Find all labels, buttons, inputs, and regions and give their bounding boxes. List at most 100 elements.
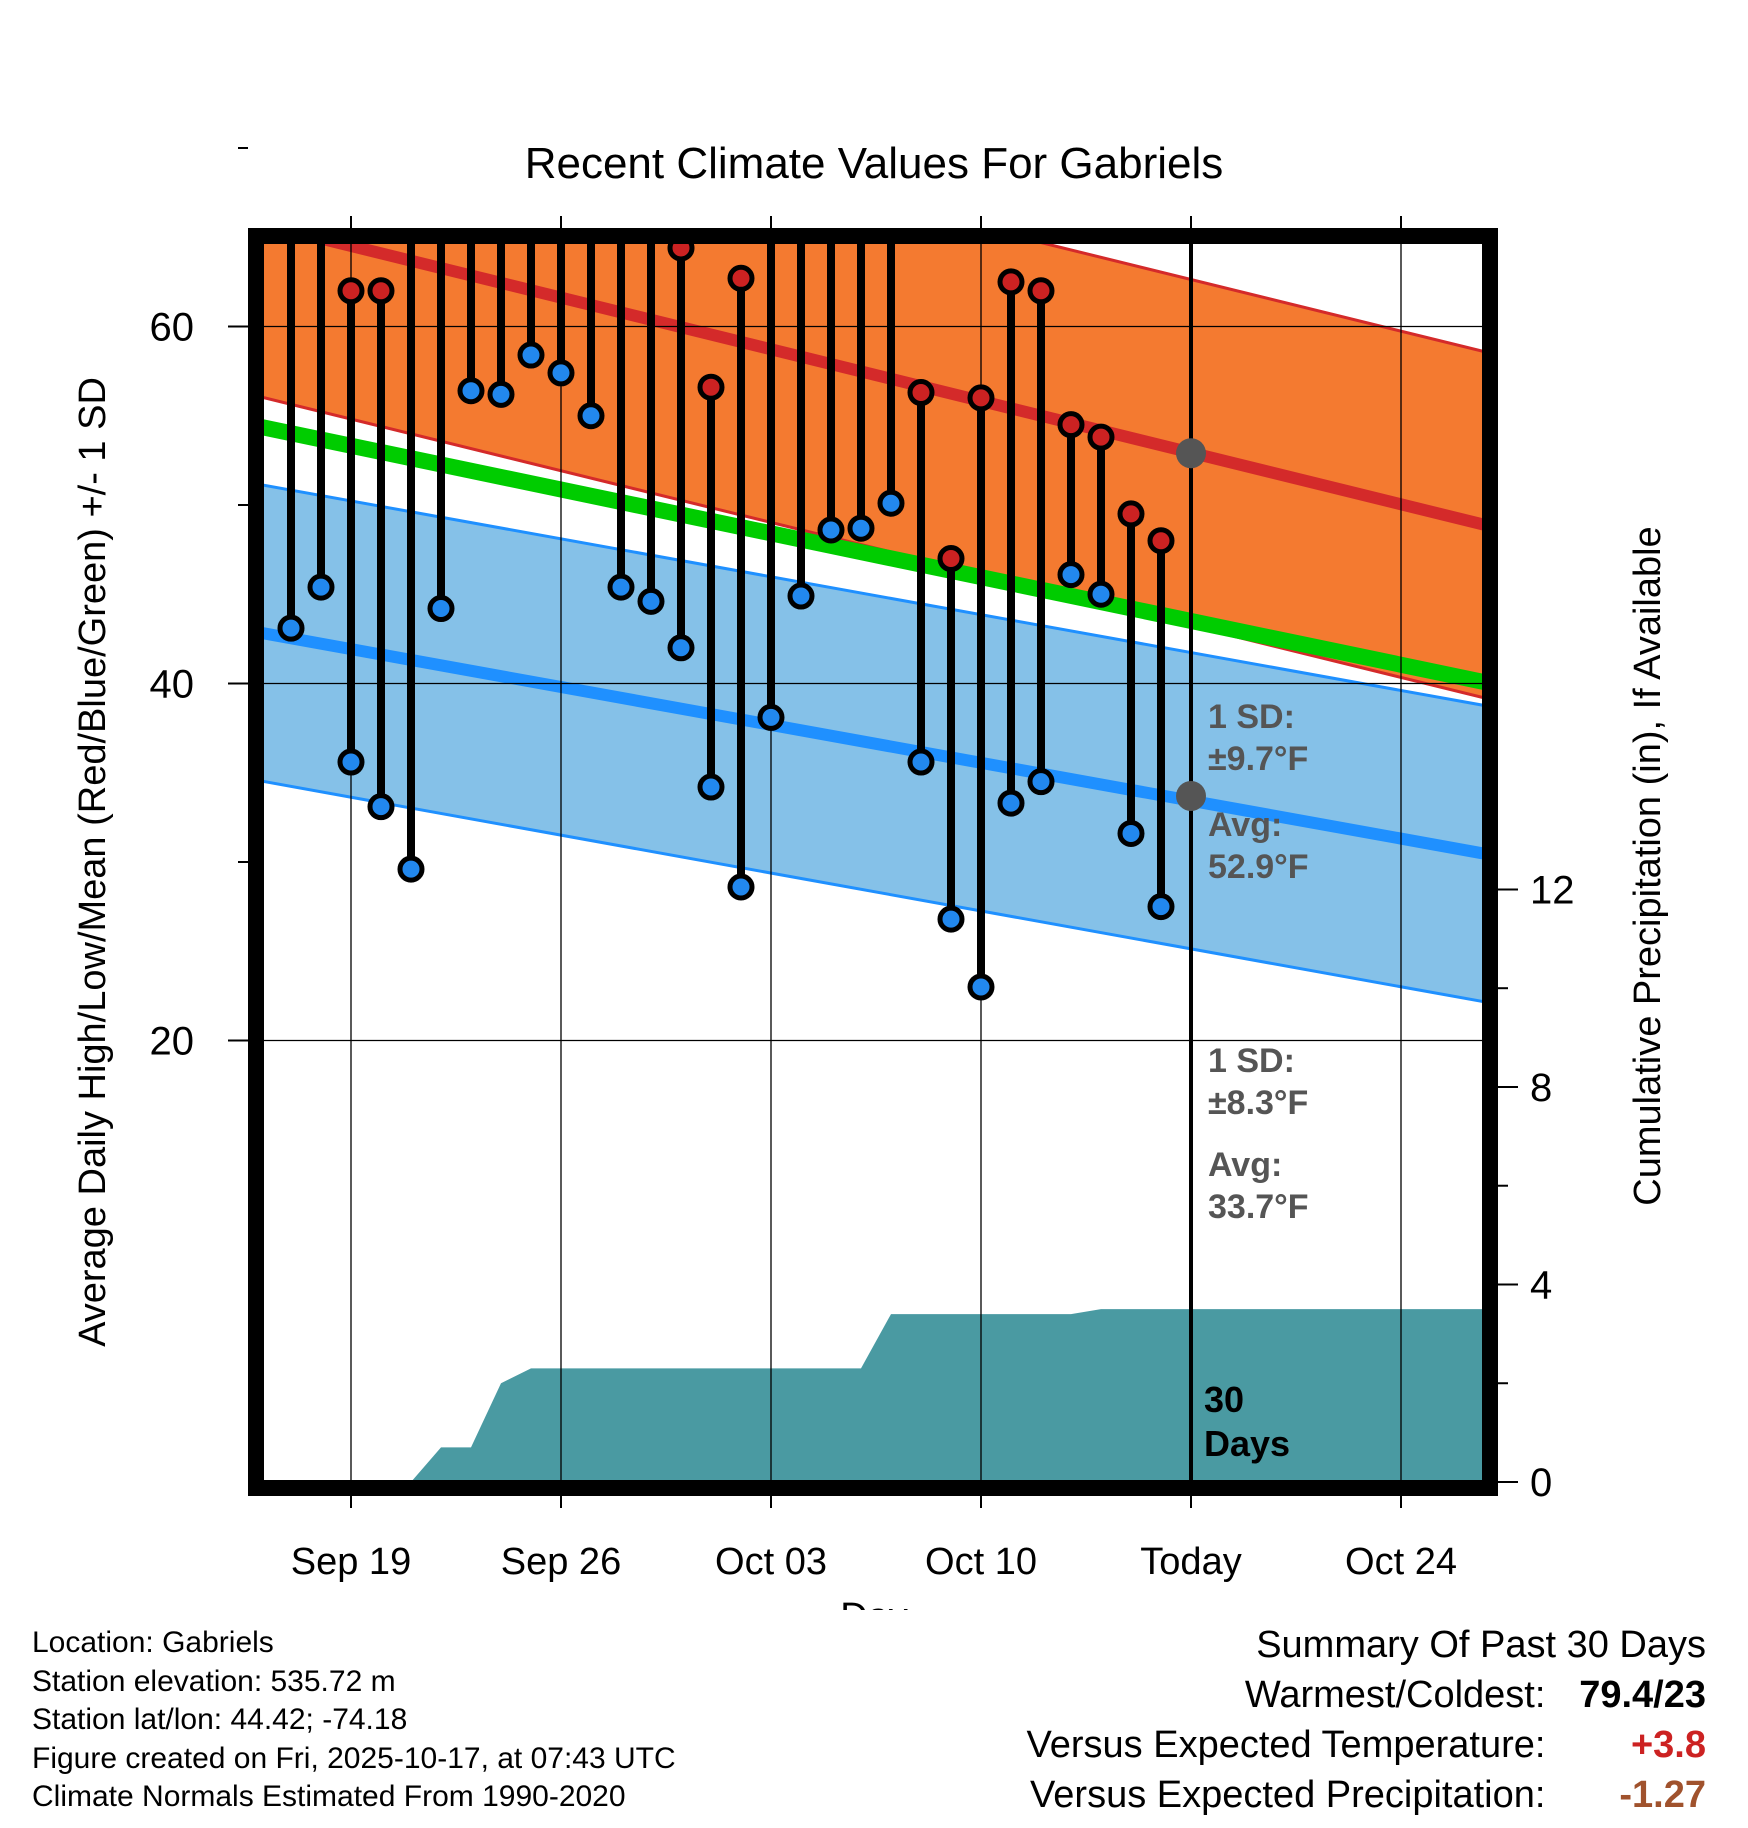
- daily-low-point: [367, 793, 395, 821]
- high-sd-band: [264, 244, 1482, 698]
- days-count-label: Days: [1204, 1423, 1290, 1464]
- daily-low-point: [967, 973, 995, 1001]
- high-sd-value: ±9.7°F: [1208, 740, 1308, 778]
- high-band-upper-edge: [1040, 244, 1482, 353]
- daily-low-point: [1027, 768, 1055, 796]
- high-avg-label: Avg:: [1208, 806, 1282, 844]
- daily-low-point: [1147, 893, 1175, 921]
- daily-low-point: [1117, 819, 1145, 847]
- footer-created: Figure created on Fri, 2025-10-17, at 07…: [32, 1741, 676, 1775]
- daily-high-point: [1027, 277, 1055, 305]
- daily-high-point: [967, 384, 995, 412]
- daily-low-point: [457, 377, 485, 405]
- daily-low-point: [637, 587, 665, 615]
- footer-elevation: Station elevation: 535.72 m: [32, 1664, 396, 1698]
- daily-low-point: [1057, 561, 1085, 589]
- daily-high-point: [310, 25, 332, 47]
- daily-high-point: [667, 244, 695, 262]
- summary-temp-row: Versus Expected Temperature: +3.8: [806, 1720, 1706, 1770]
- daily-low-point: [607, 573, 635, 601]
- y2-tick-label: 4: [1530, 1263, 1552, 1307]
- daily-low-point: [847, 514, 875, 542]
- daily-high-point: [880, 83, 902, 105]
- low-avg-value: 33.7°F: [1208, 1188, 1309, 1226]
- low-avg-label: Avg:: [1208, 1146, 1282, 1184]
- daily-low-point: [727, 873, 755, 901]
- footer-location: Location: Gabriels: [32, 1626, 274, 1659]
- station-info: Location: Gabriels Station elevation: 53…: [32, 1624, 676, 1817]
- x-tick-label: Oct 03: [715, 1541, 827, 1583]
- plot-area: [264, 7, 1482, 1480]
- daily-low-point: [577, 402, 605, 430]
- high-avg-value: 52.9°F: [1208, 848, 1309, 886]
- summary-precip-row: Versus Expected Precipitation: -1.27: [806, 1770, 1706, 1820]
- daily-low-point: [547, 359, 575, 387]
- high-sd-label: 1 SD:: [1208, 698, 1295, 736]
- y-tick-label: 60: [150, 306, 195, 350]
- daily-high-point: [1117, 500, 1145, 528]
- x-tick-label: Today: [1140, 1541, 1241, 1583]
- footer-latlon: Station lat/lon: 44.42; -74.18: [32, 1703, 408, 1736]
- daily-high-point: [337, 277, 365, 305]
- y2-axis-label: Cumulative Precipitation (in), If Availa…: [1627, 526, 1669, 1205]
- daily-high-point: [490, 173, 512, 195]
- daily-high-point: [727, 264, 755, 292]
- x-tick-label: Sep 19: [291, 1541, 411, 1583]
- daily-low-point: [937, 905, 965, 933]
- y-tick-label: 40: [150, 663, 195, 707]
- x-tick-label: Oct 10: [925, 1541, 1037, 1583]
- x-axis-label: Day: [840, 1596, 908, 1610]
- daily-high-point: [640, 60, 662, 82]
- daily-low-point: [1087, 580, 1115, 608]
- summary-panel: Summary Of Past 30 Days Warmest/Coldest:…: [806, 1620, 1706, 1820]
- y-axis-label: Average Daily High/Low/Mean (Red/Blue/Gr…: [72, 377, 114, 1347]
- daily-high-point: [400, 116, 422, 138]
- warm-cold-value: 79.4/23: [1579, 1674, 1706, 1716]
- daily-low-point: [337, 748, 365, 776]
- daily-high-point: [430, 119, 452, 141]
- daily-low-point: [487, 380, 515, 408]
- daily-high-point: [850, 7, 872, 29]
- warm-cold-label: Warmest/Coldest:: [1244, 1674, 1546, 1716]
- plot-frame: [248, 228, 1498, 1496]
- daily-low-point: [997, 789, 1025, 817]
- daily-high-point: [697, 373, 725, 401]
- daily-low-point: [697, 773, 725, 801]
- daily-high-point: [367, 277, 395, 305]
- daily-high-point: [1057, 411, 1085, 439]
- daily-high-point: [790, 32, 812, 54]
- daily-low-point: [397, 855, 425, 883]
- daily-low-point: [817, 516, 845, 544]
- chart-title: Recent Climate Values For Gabriels: [525, 139, 1224, 188]
- low-sd-label: 1 SD:: [1208, 1042, 1295, 1080]
- footer-normals: Climate Normals Estimated From 1990-2020: [32, 1780, 626, 1813]
- low-sd-value: ±8.3°F: [1208, 1084, 1308, 1122]
- daily-high-point: [1087, 423, 1115, 451]
- daily-low-point: [877, 489, 905, 517]
- climate-chart: Recent Climate Values For Gabriels 1 SD:…: [72, 7, 1669, 1610]
- daily-high-point: [460, 199, 482, 221]
- daily-low-point: [517, 341, 545, 369]
- daily-low-point: [757, 703, 785, 731]
- daily-low-point: [787, 582, 815, 610]
- daily-low-point: [307, 573, 335, 601]
- daily-low-point: [277, 614, 305, 642]
- x-tick-label: Sep 26: [501, 1541, 621, 1583]
- summary-warm-cold-row: Warmest/Coldest: 79.4/23: [806, 1670, 1706, 1720]
- y2-tick-label: 0: [1530, 1461, 1552, 1505]
- precip-cumulative-area: [264, 1309, 1482, 1480]
- x-tick-label: Oct 24: [1345, 1541, 1457, 1583]
- y-tick-label: 20: [150, 1020, 195, 1064]
- today-low-avg-marker: [1176, 780, 1206, 811]
- precip-anomaly-label: Versus Expected Precipitation:: [1030, 1774, 1546, 1816]
- today-high-avg-marker: [1176, 438, 1206, 469]
- daily-low-point: [667, 634, 695, 662]
- temp-anomaly-label: Versus Expected Temperature:: [1026, 1724, 1546, 1766]
- precip-anomaly-value: -1.27: [1619, 1774, 1706, 1816]
- daily-high-point: [280, 30, 302, 52]
- normal-high-line: [317, 244, 1482, 531]
- days-count-number: 30: [1204, 1379, 1244, 1420]
- daily-high-point: [907, 379, 935, 407]
- temp-anomaly-value: +3.8: [1630, 1724, 1706, 1766]
- daily-high-point: [997, 268, 1025, 296]
